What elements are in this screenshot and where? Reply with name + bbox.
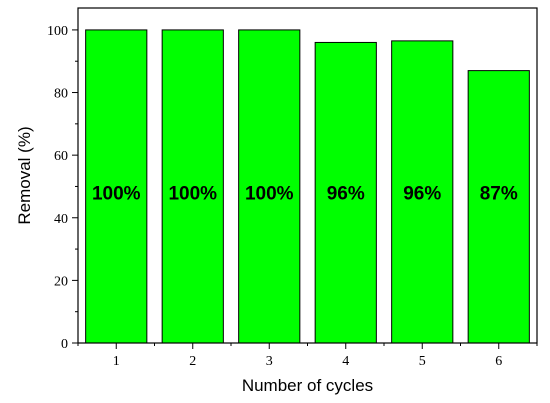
- x-tick-label: 4: [342, 354, 349, 369]
- bars-group: [85, 29, 530, 344]
- y-axis: 0 20 40 60 80 100: [47, 24, 78, 352]
- bar-cycle-2: [161, 29, 224, 344]
- x-tick-label: 6: [495, 354, 502, 369]
- x-tick-label: 3: [266, 354, 273, 369]
- data-labels-group: 100% 100% 100% 96% 96% 87%: [92, 184, 518, 205]
- bar-value-label: 100%: [245, 184, 294, 205]
- y-tick-label: 40: [54, 212, 68, 227]
- y-tick-label: 60: [54, 149, 68, 164]
- x-tick-label: 5: [419, 354, 426, 369]
- bar-cycle-6: [467, 70, 530, 344]
- bar-value-label: 96%: [403, 184, 441, 205]
- bar-cycle-1: [85, 29, 148, 344]
- bar-value-label: 100%: [92, 184, 141, 205]
- x-axis-title: Number of cycles: [242, 376, 373, 395]
- y-tick-label: 100: [47, 24, 68, 39]
- y-axis-title: Removal (%): [15, 126, 34, 224]
- bar-cycle-5: [391, 40, 454, 344]
- x-axis: 1 2 3 4 5 6: [77, 343, 538, 369]
- y-tick-label: 80: [54, 87, 68, 102]
- bar-value-label: 100%: [168, 184, 217, 205]
- bar-cycle-4: [314, 41, 377, 344]
- bar-cycle-3: [238, 29, 301, 344]
- x-tick-label: 1: [113, 354, 120, 369]
- bar-value-label: 87%: [480, 184, 518, 205]
- x-tick-label: 2: [189, 354, 196, 369]
- bar-value-label: 96%: [327, 184, 365, 205]
- y-tick-label: 0: [61, 337, 68, 352]
- y-tick-label: 20: [54, 274, 68, 289]
